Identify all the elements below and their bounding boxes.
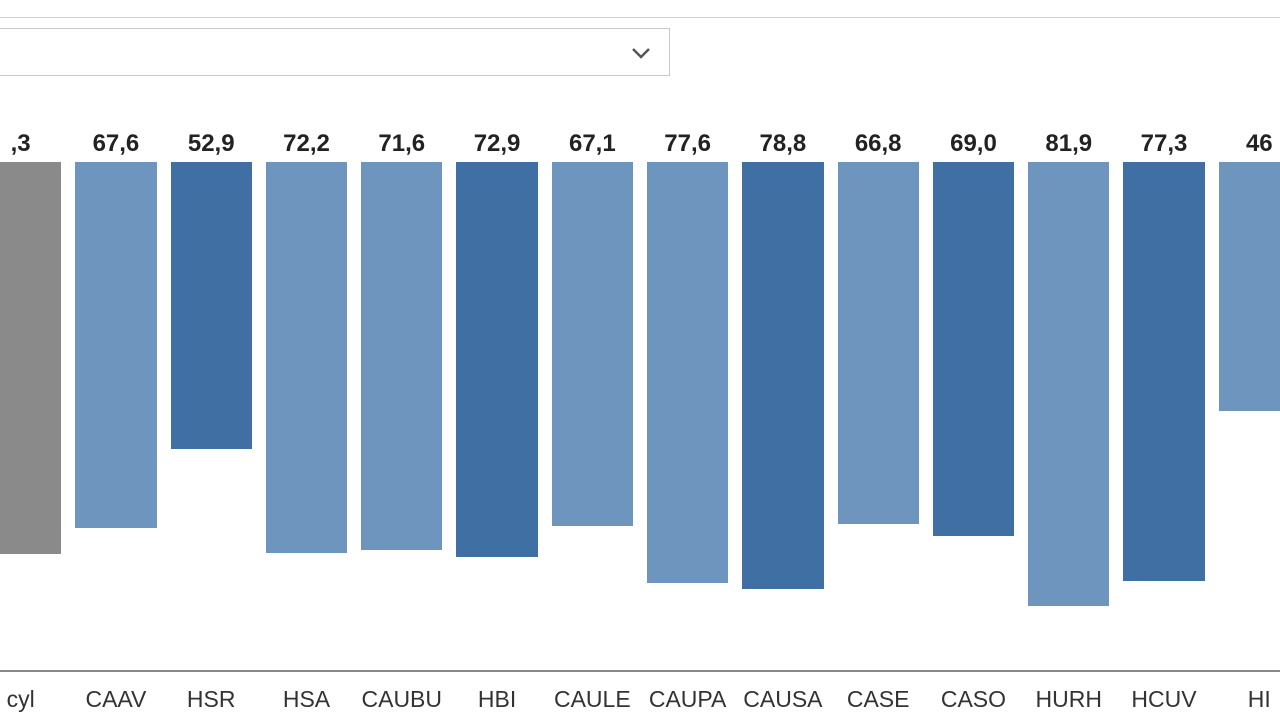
bar	[933, 162, 1014, 536]
bar-wrap: 72,2	[266, 130, 347, 672]
bar-wrap: 69,0	[933, 130, 1014, 672]
bar-wrap: 72,9	[456, 130, 537, 672]
bar	[1219, 162, 1280, 411]
bar-chart: ,3 67,6 52,9 72,2 71,6 72,9 67,1 77,6 78,8 66,8 69…	[0, 130, 1280, 720]
filter-dropdown[interactable]: pación	[0, 28, 670, 76]
x-axis-label: HI	[1219, 680, 1280, 720]
x-axis-label: cyl	[0, 680, 61, 720]
bar-value-label: 78,8	[760, 130, 807, 158]
x-axis-label: CAUPA	[647, 680, 728, 720]
bar-value-label: 77,3	[1141, 130, 1188, 158]
bar	[1123, 162, 1204, 581]
bar-wrap: 71,6	[361, 130, 442, 672]
bar	[647, 162, 728, 583]
x-axis-label: CAUSA	[742, 680, 823, 720]
x-axis-label: CAULE	[552, 680, 633, 720]
bar	[742, 162, 823, 589]
x-axis-label: CAUBU	[361, 680, 442, 720]
bar-wrap: 67,1	[552, 130, 633, 672]
bar-value-label: 52,9	[188, 130, 235, 158]
bar	[838, 162, 919, 524]
bar-value-label: 66,8	[855, 130, 902, 158]
bar-wrap: 77,6	[647, 130, 728, 672]
bar-value-label: 67,6	[93, 130, 140, 158]
x-axis-label: HURH	[1028, 680, 1109, 720]
bar	[552, 162, 633, 526]
bar-value-label: 81,9	[1045, 130, 1092, 158]
bar-wrap: 46	[1219, 130, 1280, 672]
bar-value-label: ,3	[11, 130, 31, 158]
x-axis-label: CASE	[838, 680, 919, 720]
bar-value-label: 69,0	[950, 130, 997, 158]
bar	[171, 162, 252, 449]
bar-value-label: 72,2	[283, 130, 330, 158]
bar-wrap: 52,9	[171, 130, 252, 672]
bar-wrap: 77,3	[1123, 130, 1204, 672]
x-axis-line	[0, 670, 1280, 672]
x-axis-label: HSA	[266, 680, 347, 720]
bar	[0, 162, 61, 554]
x-axis-label: CAAV	[75, 680, 156, 720]
bar	[1028, 162, 1109, 606]
chevron-down-icon	[631, 46, 651, 58]
x-axis-label: CASO	[933, 680, 1014, 720]
x-axis-label: HSR	[171, 680, 252, 720]
bar-wrap: 81,9	[1028, 130, 1109, 672]
bar-value-label: 71,6	[378, 130, 425, 158]
bar-value-label: 72,9	[474, 130, 521, 158]
bar-wrap: ,3	[0, 130, 61, 672]
bar-wrap: 67,6	[75, 130, 156, 672]
bar-value-label: 67,1	[569, 130, 616, 158]
bar	[75, 162, 156, 528]
bar-value-label: 77,6	[664, 130, 711, 158]
x-axis-label: HBI	[456, 680, 537, 720]
bar	[266, 162, 347, 553]
bar-wrap: 66,8	[838, 130, 919, 672]
bar-value-label: 46	[1246, 130, 1273, 158]
bar	[456, 162, 537, 557]
x-axis-labels: cyl CAAV HSR HSA CAUBU HBI CAULE CAUPA CAUSA CASE…	[0, 680, 1280, 720]
bar-wrap: 78,8	[742, 130, 823, 672]
bars-container: ,3 67,6 52,9 72,2 71,6 72,9 67,1 77,6 78,8 66,8 69…	[0, 130, 1280, 672]
top-bar	[0, 0, 1280, 18]
x-axis-label: HCUV	[1123, 680, 1204, 720]
bar	[361, 162, 442, 550]
